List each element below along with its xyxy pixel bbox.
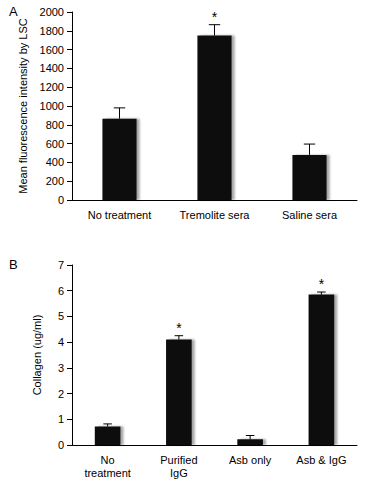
svg-text:0: 0 xyxy=(58,194,64,206)
svg-text:200: 200 xyxy=(46,175,64,187)
svg-text:A: A xyxy=(9,4,18,19)
svg-text:2: 2 xyxy=(58,388,64,400)
svg-text:No: No xyxy=(101,454,115,466)
svg-text:Mean fluorescence intensity by: Mean fluorescence intensity by LSC xyxy=(17,18,29,194)
svg-text:1800: 1800 xyxy=(40,25,64,37)
svg-text:No treatment: No treatment xyxy=(88,209,152,221)
svg-text:IgG: IgG xyxy=(170,467,188,479)
svg-text:*: * xyxy=(212,9,218,25)
svg-text:6: 6 xyxy=(58,285,64,297)
svg-text:Purified: Purified xyxy=(160,454,197,466)
svg-text:treatment: treatment xyxy=(84,467,130,479)
svg-text:Tremolite sera: Tremolite sera xyxy=(180,209,251,221)
svg-text:400: 400 xyxy=(46,156,64,168)
svg-text:600: 600 xyxy=(46,138,64,150)
svg-text:1: 1 xyxy=(58,413,64,425)
svg-text:7: 7 xyxy=(58,259,64,271)
svg-text:Asb & IgG: Asb & IgG xyxy=(296,454,346,466)
svg-text:5: 5 xyxy=(58,310,64,322)
svg-text:Collagen (ug/ml): Collagen (ug/ml) xyxy=(31,315,43,396)
svg-text:Saline sera: Saline sera xyxy=(282,209,338,221)
svg-text:1600: 1600 xyxy=(40,44,64,56)
svg-text:800: 800 xyxy=(46,119,64,131)
svg-text:0: 0 xyxy=(58,439,64,451)
svg-text:1000: 1000 xyxy=(40,100,64,112)
svg-text:2000: 2000 xyxy=(40,6,64,18)
svg-text:4: 4 xyxy=(58,336,64,348)
svg-text:1400: 1400 xyxy=(40,62,64,74)
svg-text:*: * xyxy=(319,276,325,292)
svg-text:*: * xyxy=(176,320,182,336)
svg-text:3: 3 xyxy=(58,362,64,374)
svg-text:1200: 1200 xyxy=(40,81,64,93)
svg-text:Asb only: Asb only xyxy=(229,454,272,466)
svg-text:B: B xyxy=(9,257,18,272)
